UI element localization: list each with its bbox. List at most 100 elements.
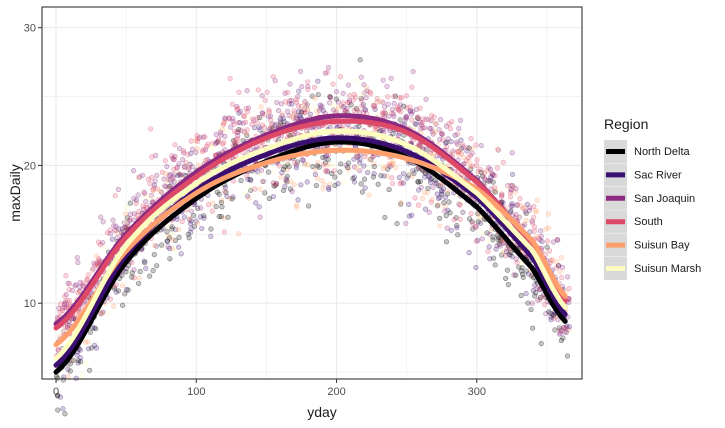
data-point (554, 236, 560, 243)
data-point (266, 195, 273, 202)
data-point (213, 141, 219, 147)
data-point (425, 116, 432, 123)
data-point (439, 187, 445, 194)
data-point (163, 183, 169, 190)
data-point (244, 109, 251, 115)
data-point (312, 171, 318, 178)
legend-label: South (634, 216, 663, 228)
data-point (194, 220, 201, 226)
data-point (186, 165, 192, 171)
data-point (515, 201, 521, 208)
data-point (364, 85, 370, 91)
data-point (159, 189, 165, 196)
data-point (97, 242, 104, 248)
data-point (272, 122, 278, 129)
data-point (61, 304, 68, 310)
data-point (430, 150, 436, 157)
data-point (314, 108, 320, 115)
data-point (382, 104, 388, 110)
data-point (351, 174, 357, 180)
data-point (443, 239, 450, 245)
data-point (490, 171, 496, 177)
data-point (294, 112, 300, 119)
data-point (363, 94, 369, 101)
data-point (110, 217, 116, 223)
data-point (237, 108, 244, 115)
data-point (420, 116, 426, 122)
data-point (270, 74, 276, 80)
data-point (477, 220, 484, 226)
data-point (287, 132, 293, 139)
data-point (235, 231, 242, 237)
data-point (415, 114, 421, 120)
data-point (141, 258, 147, 264)
data-point (524, 201, 530, 207)
data-point (126, 218, 133, 224)
data-point (62, 301, 68, 307)
data-point (371, 100, 377, 106)
data-point (329, 101, 335, 107)
data-point (178, 251, 184, 257)
data-point (337, 74, 344, 80)
data-point (265, 169, 272, 175)
data-point (135, 192, 141, 198)
data-point (91, 325, 97, 331)
data-point (143, 199, 149, 205)
data-point (492, 262, 498, 268)
data-point (96, 256, 102, 262)
data-point (499, 199, 505, 205)
data-point (314, 175, 321, 181)
data-point (454, 139, 460, 145)
data-point (449, 119, 455, 125)
data-point (167, 256, 173, 262)
data-point (174, 164, 181, 170)
data-point (352, 94, 358, 100)
data-point (250, 116, 256, 122)
data-point (380, 165, 386, 172)
data-point (492, 185, 498, 191)
data-point (371, 104, 377, 110)
data-point (367, 89, 373, 95)
data-point (417, 178, 424, 185)
data-point (104, 230, 110, 236)
data-point (457, 216, 463, 222)
data-point (415, 115, 422, 122)
data-point (473, 238, 479, 244)
data-point (454, 131, 461, 137)
data-point (238, 177, 244, 184)
data-point (222, 118, 228, 125)
data-point (488, 186, 494, 192)
data-point (445, 162, 451, 168)
data-point (479, 230, 485, 236)
data-point (390, 158, 396, 165)
data-point (63, 291, 69, 298)
data-point (87, 329, 94, 335)
data-point (278, 101, 284, 107)
data-point (371, 171, 377, 177)
data-point (366, 156, 373, 162)
data-point (400, 171, 407, 177)
data-point (300, 157, 306, 163)
data-point (209, 144, 215, 150)
data-point (286, 98, 293, 104)
data-point (513, 256, 519, 262)
data-point (307, 111, 313, 117)
data-point (260, 110, 266, 116)
data-point (469, 163, 475, 169)
data-point (442, 208, 448, 214)
data-point (178, 172, 184, 178)
data-point (288, 97, 294, 104)
data-point (94, 261, 100, 267)
data-point (519, 261, 525, 267)
data-point (356, 92, 362, 99)
data-point (479, 236, 485, 242)
x-tick-label: 300 (468, 386, 486, 398)
data-point (458, 146, 464, 152)
data-point (454, 222, 460, 229)
data-point (188, 138, 194, 144)
data-point (299, 84, 305, 90)
data-point (218, 199, 224, 206)
data-point (271, 181, 277, 187)
data-point (545, 211, 552, 217)
data-point (414, 115, 420, 121)
